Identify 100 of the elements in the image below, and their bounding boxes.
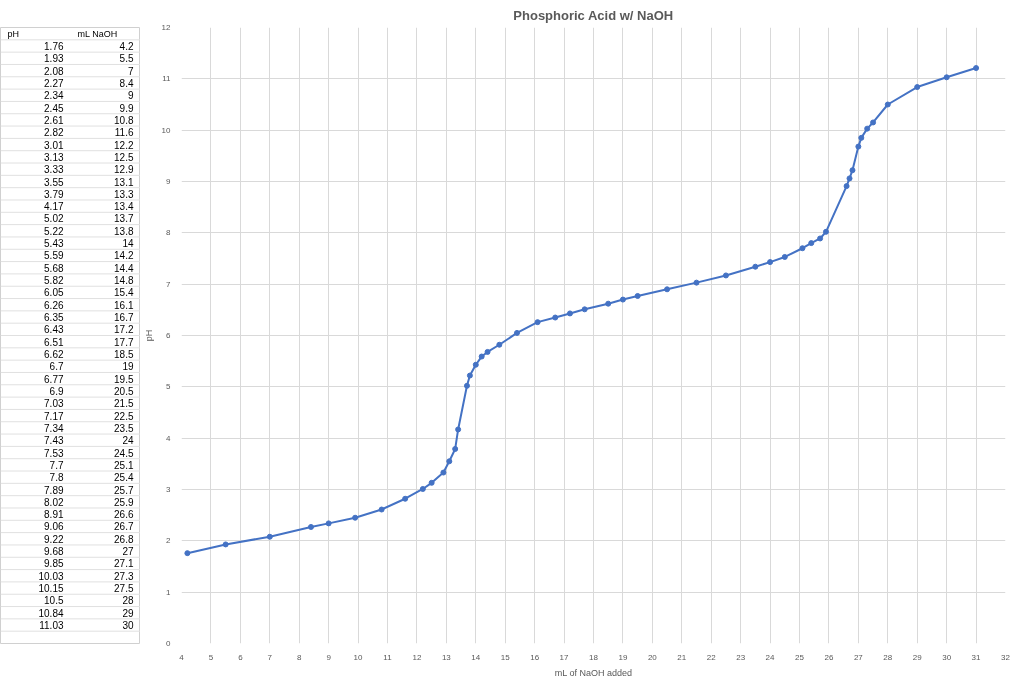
y-tick-label: 11 — [162, 74, 172, 84]
x-tick-label: 21 — [677, 652, 687, 662]
x-tick-label: 24 — [765, 652, 776, 662]
text: 7.43 — [44, 435, 64, 447]
point — [402, 495, 409, 502]
point — [619, 296, 626, 303]
x-tick-label: 8 — [296, 652, 302, 662]
text: 10.15 — [38, 583, 64, 595]
text: 7.8 — [49, 472, 64, 484]
x-tick-label: 5 — [208, 652, 214, 662]
text: pH — [7, 28, 20, 39]
y-tick-label: 1 — [166, 587, 172, 597]
text: 3.33 — [44, 164, 64, 176]
text: 6.26 — [44, 299, 64, 311]
x-tick-label: 13 — [441, 652, 452, 662]
point — [352, 514, 359, 521]
text: 25.4 — [114, 472, 134, 484]
text: 5.43 — [44, 238, 64, 250]
text: 21.5 — [114, 398, 134, 410]
point — [566, 310, 573, 317]
point — [884, 101, 891, 108]
point — [846, 175, 853, 182]
text: 26.8 — [114, 533, 134, 545]
text: 19 — [122, 361, 134, 373]
text: 1.76 — [44, 40, 64, 52]
point — [781, 253, 788, 260]
text: 27 — [122, 546, 134, 558]
text: 1.93 — [44, 53, 64, 65]
text: 2.82 — [44, 127, 64, 139]
y-tick-label: 5 — [166, 382, 172, 392]
x-tick-label: 29 — [912, 652, 923, 662]
text: 9.68 — [44, 546, 64, 558]
text: 8.91 — [44, 509, 64, 521]
text: 7.89 — [44, 484, 64, 496]
text: 13.3 — [114, 188, 134, 200]
text: 7.7 — [49, 459, 64, 471]
text: 30 — [122, 620, 134, 632]
text: 7.53 — [44, 447, 64, 459]
point — [581, 306, 588, 313]
point — [325, 520, 332, 527]
text: 28 — [122, 595, 134, 607]
text: 6.62 — [44, 348, 64, 360]
text: 25.7 — [114, 484, 134, 496]
x-tick-label: 15 — [500, 652, 511, 662]
text: 4.2 — [119, 40, 134, 52]
text: 9.85 — [44, 558, 64, 570]
x-tick-label: 27 — [853, 652, 864, 662]
point — [843, 183, 850, 190]
text: 6.77 — [44, 373, 64, 385]
x-tick-label: 6 — [238, 652, 244, 662]
text: 3.13 — [44, 151, 64, 163]
x-tick-label: 22 — [706, 652, 717, 662]
text: 3.55 — [44, 176, 64, 188]
point — [722, 272, 729, 279]
text: 5.02 — [44, 213, 64, 225]
x-axis-title: mL of NaOH added — [554, 667, 632, 678]
point — [799, 245, 806, 252]
text: 8.4 — [119, 77, 134, 89]
text: 23.5 — [114, 422, 134, 434]
x-tick-label: 31 — [971, 652, 982, 662]
chart-title: Phosphoric Acid w/ NaOH — [513, 7, 674, 23]
text: mL NaOH — [77, 28, 118, 39]
text: 17.2 — [114, 324, 134, 336]
point — [463, 382, 470, 389]
point — [855, 143, 862, 150]
x-tick-label: 10 — [353, 652, 364, 662]
text: 8.02 — [44, 496, 64, 508]
text: 5.59 — [44, 250, 64, 262]
x-tick-label: 9 — [326, 652, 332, 662]
point — [693, 279, 700, 286]
text: 20.5 — [114, 385, 134, 397]
x-tick-label: 18 — [589, 652, 599, 662]
x-tick-label: 30 — [942, 652, 952, 662]
text: 25.1 — [114, 459, 134, 471]
point — [184, 550, 191, 557]
point — [496, 341, 503, 348]
text: 10.5 — [44, 595, 64, 607]
x-tick-label: 25 — [795, 652, 805, 662]
text: 3.01 — [44, 139, 64, 151]
y-tick-label: 8 — [166, 228, 172, 238]
text: 16.1 — [114, 299, 134, 311]
point — [534, 319, 541, 326]
point — [752, 263, 759, 270]
text: 4.17 — [44, 201, 64, 213]
text: 16.7 — [114, 312, 134, 324]
point — [419, 485, 426, 492]
text: 17.7 — [114, 336, 134, 348]
y-tick-label: 2 — [166, 536, 172, 546]
point — [808, 240, 815, 247]
text: 14 — [122, 238, 134, 250]
point — [484, 348, 491, 355]
text: 2.34 — [44, 90, 64, 102]
point — [552, 314, 559, 321]
y-axis-title: pH — [143, 329, 154, 342]
point — [222, 541, 229, 548]
text: 12.9 — [114, 164, 134, 176]
x-tick-label: 23 — [736, 652, 746, 662]
x-tick-label: 19 — [618, 652, 628, 662]
x-tick-label: 32 — [1001, 652, 1011, 662]
text: 29 — [122, 607, 134, 619]
